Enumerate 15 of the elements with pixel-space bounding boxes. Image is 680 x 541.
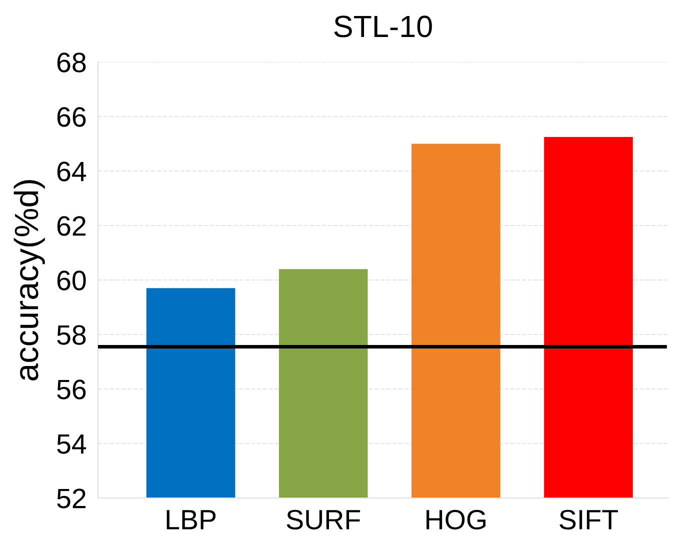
y-tick-label: 60 xyxy=(57,270,86,290)
y-tick-label: 52 xyxy=(57,488,86,508)
y-tick-label: 58 xyxy=(57,325,86,345)
x-tick-label: HOG xyxy=(426,510,486,530)
y-tick-label: 56 xyxy=(57,380,86,400)
y-tick-label: 68 xyxy=(57,52,86,72)
chart-title: STL-10 xyxy=(334,16,432,38)
y-tick-label: 62 xyxy=(57,216,86,236)
y-axis-title: accuracy(%d) xyxy=(14,180,45,380)
x-tick-label: SIFT xyxy=(560,510,618,530)
y-tick-label: 54 xyxy=(57,434,86,454)
x-tick-label: SURF xyxy=(286,510,360,530)
y-tick-label: 66 xyxy=(57,107,86,127)
x-tick-label: LBP xyxy=(166,510,216,530)
y-tick-label: 64 xyxy=(57,162,86,182)
